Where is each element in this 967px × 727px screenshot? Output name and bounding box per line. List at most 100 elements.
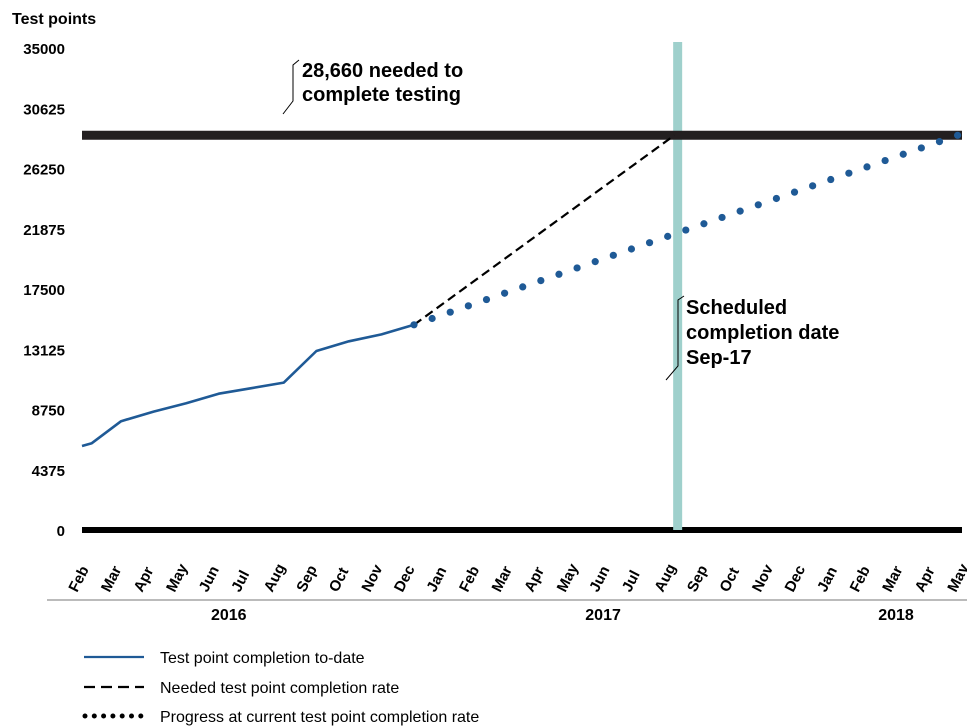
x-tick-label: Jun — [196, 563, 223, 594]
x-tick-label: Sep — [293, 563, 321, 595]
projection-dot — [537, 276, 545, 285]
legend-dot — [110, 713, 116, 719]
legend-dot — [138, 713, 144, 719]
projection-dot — [591, 258, 599, 266]
y-tick-label: 4375 — [32, 463, 65, 480]
projection-dot — [555, 270, 563, 278]
x-tick-label: Mar — [879, 563, 906, 595]
x-tick-label: Jan — [423, 564, 450, 595]
x-tick-label: Mar — [489, 563, 516, 595]
x-tick-label: May — [163, 561, 192, 595]
y-tick-labels: 35000 30625 26250 21875 17500 13125 8750 4375 0 — [23, 41, 65, 540]
y-tick-label: 30625 — [23, 101, 65, 118]
needed-rate-line — [413, 134, 676, 326]
legend-dot — [119, 713, 125, 719]
x-tick-label: Aug — [261, 561, 289, 595]
x-tick-label: Feb — [65, 563, 92, 594]
x-tick-label: May — [944, 561, 967, 595]
projection-dot — [899, 150, 907, 158]
x-tick-label: Jun — [586, 563, 613, 594]
x-tick-label: Sep — [684, 563, 712, 595]
x-tick-label: Apr — [521, 564, 548, 595]
projection-dot — [627, 245, 636, 253]
target-annotation-line: 28,660 needed to — [302, 60, 463, 82]
projection-dot — [410, 321, 418, 329]
projection-dot — [428, 314, 436, 323]
projection-dot — [881, 156, 889, 165]
year-label: 2018 — [878, 607, 914, 624]
y-tick-label: 0 — [57, 523, 65, 540]
target-annotation: 28,660 needed to complete testing — [302, 60, 463, 106]
y-tick-label: 21875 — [23, 222, 65, 239]
projection-dot — [935, 138, 944, 146]
x-tick-label: Nov — [358, 561, 386, 595]
projection-dot — [736, 207, 744, 215]
legend-label: Progress at current test point completio… — [160, 709, 479, 726]
y-tick-label: 13125 — [23, 342, 65, 359]
projection-dot — [953, 131, 962, 139]
legend-label: Test point completion to-date — [160, 650, 365, 667]
x-tick-label: Jan — [814, 564, 841, 595]
x-tick-label: Oct — [716, 565, 743, 595]
x-axis: Feb Mar Apr May Jun Jul Aug Sep Oct Nov Dec Jan Feb M… — [47, 561, 967, 624]
projection-dot — [754, 201, 762, 209]
projection-dot — [772, 194, 781, 203]
projection-dot — [809, 182, 817, 190]
x-tick-label: Nov — [749, 561, 777, 595]
schedule-callout-line — [665, 295, 685, 381]
x-tick-label: Mar — [98, 563, 125, 595]
legend: Test point completion to-date Needed test… — [82, 650, 479, 726]
x-tick-label: May — [554, 561, 583, 595]
target-annotation-line: complete testing — [302, 84, 461, 106]
projection-dot — [664, 232, 672, 240]
year-label: 2016 — [211, 607, 247, 624]
year-label: 2017 — [585, 607, 621, 624]
x-tick-label: Feb — [847, 563, 874, 594]
reference-lines — [82, 42, 962, 533]
x-tick-label: Feb — [456, 563, 483, 594]
projection-dot — [682, 226, 690, 234]
y-axis-label: Test points — [12, 11, 96, 28]
x-tick-label: Aug — [651, 561, 679, 595]
schedule-annotation-line: completion date — [686, 322, 839, 344]
projection-dot — [645, 239, 654, 247]
projection-dot — [827, 175, 835, 184]
legend-dot — [91, 713, 97, 719]
projection-dot — [845, 169, 853, 177]
y-tick-label: 26250 — [23, 162, 65, 179]
legend-dot — [101, 713, 107, 719]
schedule-annotation-line: Sep-17 — [686, 347, 752, 369]
projection-dot — [501, 289, 509, 297]
y-tick-label: 8750 — [32, 403, 65, 420]
y-tick-label: 35000 — [23, 41, 65, 58]
projection-dot — [700, 220, 708, 228]
series-group — [81, 131, 962, 448]
y-tick-label: 17500 — [23, 282, 65, 299]
x-tick-label: Apr — [912, 564, 939, 595]
x-tick-label: Dec — [782, 563, 810, 595]
x-tick-label: Oct — [326, 565, 353, 595]
legend-dot — [82, 713, 88, 719]
x-tick-label: Apr — [131, 564, 158, 595]
legend-label: Needed test point completion rate — [160, 680, 399, 697]
projection-dot — [718, 213, 726, 222]
schedule-annotation-line: Scheduled — [686, 297, 787, 319]
target-callout-line — [282, 59, 300, 115]
completion-to-date-line — [81, 323, 415, 448]
projection-dot — [464, 302, 472, 310]
x-tick-label: Jul — [228, 568, 253, 595]
annotations: 28,660 needed to complete testing Schedule… — [282, 59, 839, 381]
x-tick-label: Jul — [619, 568, 644, 595]
projection-dot — [609, 251, 617, 259]
projection-dot — [482, 295, 491, 304]
schedule-annotation: Scheduled completion date Sep-17 — [686, 297, 839, 369]
projection-dot — [446, 308, 454, 316]
projection-dot — [573, 264, 581, 272]
legend-dot — [129, 713, 134, 719]
projection-dot — [863, 163, 871, 171]
x-tick-label: Dec — [391, 563, 419, 595]
projection-dot — [917, 144, 925, 152]
projection-dot — [519, 283, 527, 291]
projection-dot — [790, 188, 799, 196]
